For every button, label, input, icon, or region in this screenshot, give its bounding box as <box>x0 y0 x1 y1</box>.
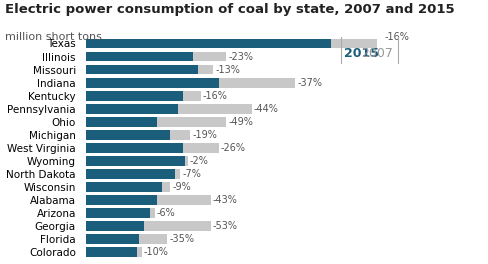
Text: -16%: -16% <box>203 91 227 101</box>
Bar <box>85 52 193 62</box>
Bar <box>85 247 137 257</box>
Text: -2%: -2% <box>189 156 208 166</box>
Bar <box>85 91 183 101</box>
Text: -23%: -23% <box>228 51 253 62</box>
Text: -10%: -10% <box>143 247 168 257</box>
Bar <box>85 65 213 74</box>
Bar <box>85 221 210 231</box>
Bar <box>85 247 142 257</box>
Bar <box>85 156 185 166</box>
Bar <box>85 169 180 179</box>
Bar <box>85 52 226 62</box>
Bar <box>85 182 170 192</box>
Bar <box>85 195 210 205</box>
Bar <box>85 208 149 218</box>
Bar <box>85 143 218 153</box>
Bar <box>85 117 226 127</box>
Text: -53%: -53% <box>212 221 238 231</box>
Text: -43%: -43% <box>212 195 237 205</box>
Bar <box>85 78 218 87</box>
Text: -44%: -44% <box>253 104 278 114</box>
Bar <box>85 39 330 48</box>
Text: -19%: -19% <box>192 130 217 140</box>
Text: -49%: -49% <box>228 117 253 127</box>
Bar <box>85 39 376 48</box>
Bar <box>85 91 200 101</box>
Text: million short tons: million short tons <box>5 32 102 42</box>
Bar <box>85 208 154 218</box>
Bar <box>85 104 251 114</box>
Text: -7%: -7% <box>182 169 201 179</box>
Text: Electric power consumption of coal by state, 2007 and 2015: Electric power consumption of coal by st… <box>5 3 453 16</box>
Text: -16%: -16% <box>384 32 409 42</box>
Bar <box>85 234 167 244</box>
Bar <box>85 195 157 205</box>
Text: -37%: -37% <box>297 78 322 88</box>
Bar <box>85 117 157 127</box>
Bar <box>85 130 190 140</box>
Text: 2015: 2015 <box>344 48 379 60</box>
Text: -9%: -9% <box>172 182 190 192</box>
Text: -35%: -35% <box>169 234 194 244</box>
Text: -13%: -13% <box>215 65 240 74</box>
Bar <box>85 143 183 153</box>
Bar <box>85 65 198 74</box>
Text: 2007: 2007 <box>361 48 392 60</box>
Bar <box>85 182 162 192</box>
Bar <box>85 130 170 140</box>
Bar <box>85 221 144 231</box>
Bar <box>85 156 187 166</box>
Bar <box>85 78 295 87</box>
Bar <box>85 104 177 114</box>
Text: -6%: -6% <box>156 208 175 218</box>
Text: -26%: -26% <box>220 143 245 153</box>
Bar <box>85 234 139 244</box>
Bar <box>85 169 175 179</box>
